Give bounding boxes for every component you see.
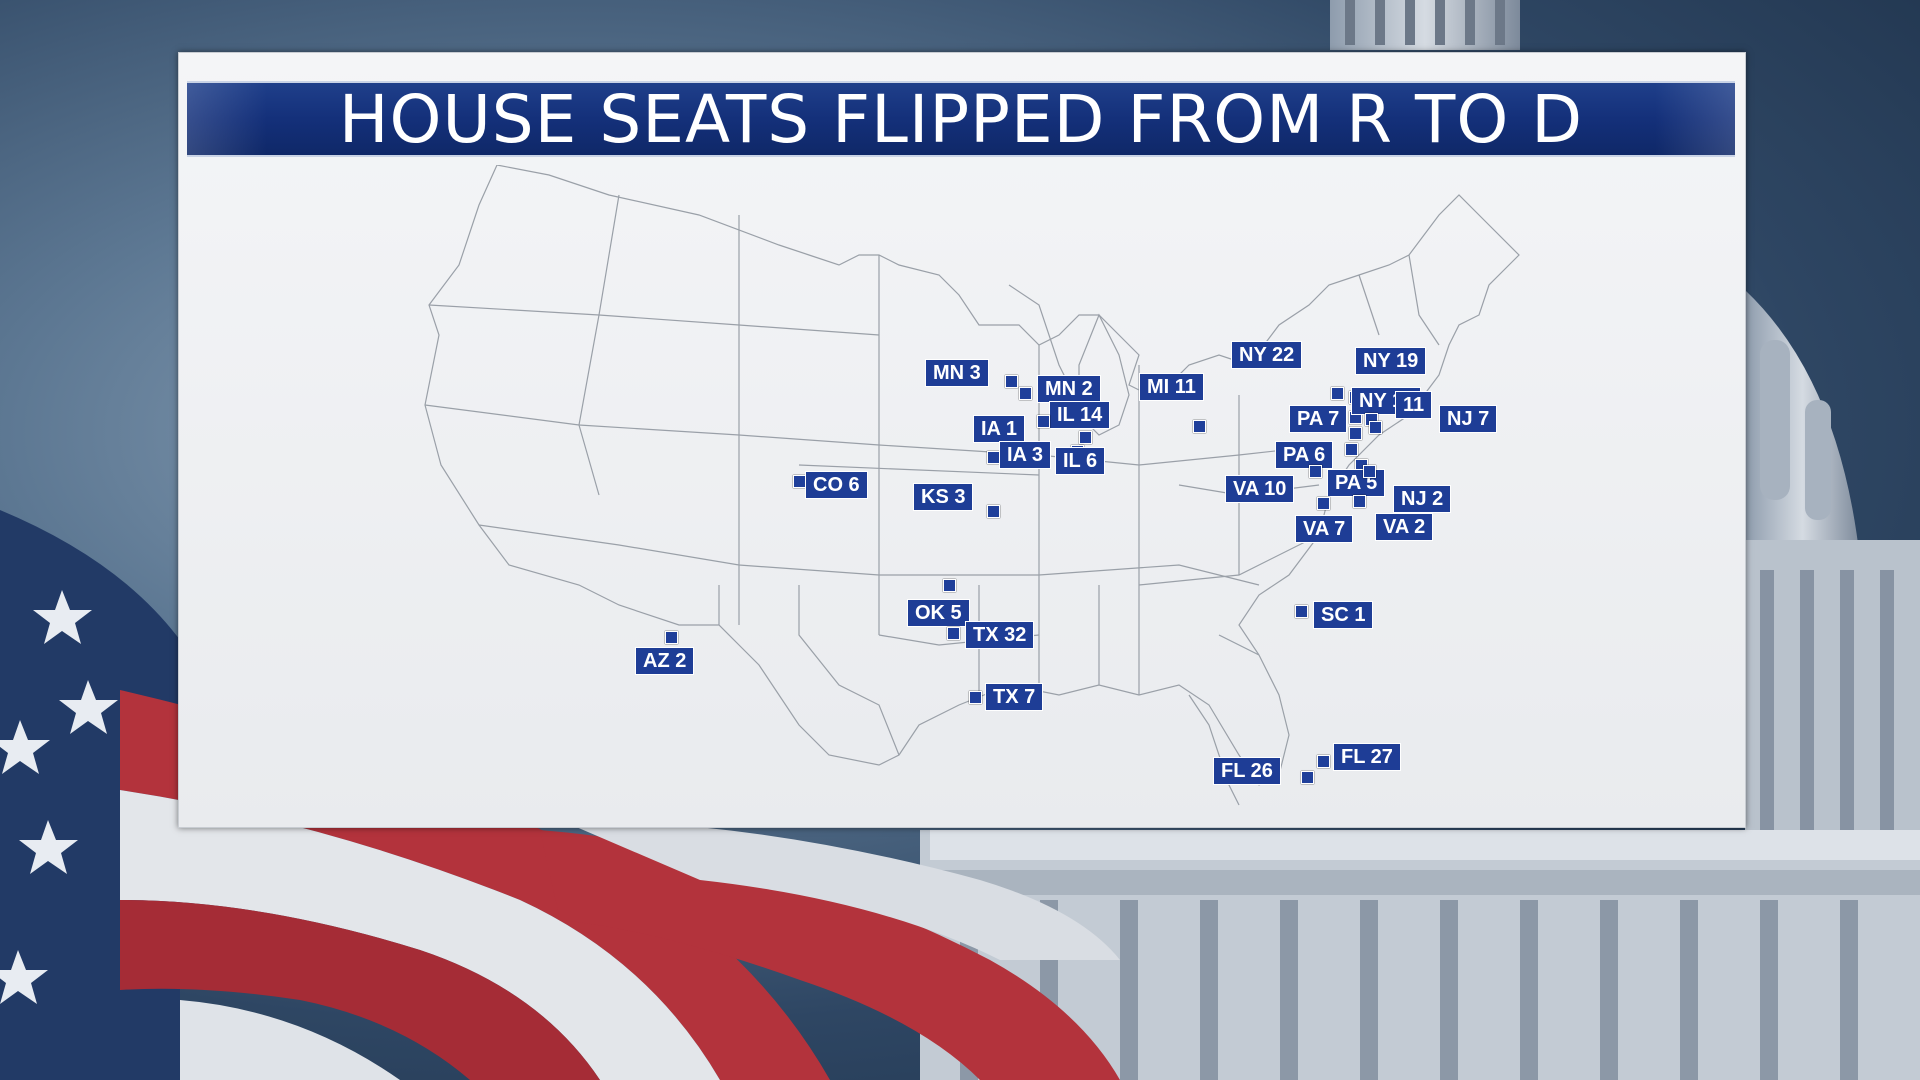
district-label-pa6: PA 6 [1275, 441, 1334, 469]
district-label-co6: CO 6 [805, 471, 868, 499]
district-marker-sc1[interactable] [1295, 605, 1308, 618]
district-marker-ny22[interactable] [1331, 387, 1344, 400]
district-label-tx7: TX 7 [985, 683, 1044, 711]
district-label-ia3: IA 3 [999, 441, 1051, 469]
district-label-va10: VA 10 [1225, 475, 1295, 503]
district-label-pa7: PA 7 [1289, 405, 1348, 433]
district-label-nj2: NJ 2 [1393, 485, 1452, 513]
district-marker-nj2[interactable] [1363, 465, 1376, 478]
district-label-ia1: IA 1 [973, 415, 1025, 443]
district-marker-fl26[interactable] [1301, 771, 1314, 784]
district-label-ok5: OK 5 [907, 599, 970, 627]
district-label-il6: IL 6 [1055, 447, 1106, 475]
district-label-mn2: MN 2 [1037, 375, 1101, 403]
district-label-tx32: TX 32 [965, 621, 1035, 649]
district-marker-il14[interactable] [1079, 431, 1092, 444]
district-label-ny22: NY 22 [1231, 341, 1303, 369]
district-marker-va7[interactable] [1317, 497, 1330, 510]
district-label-fl26: FL 26 [1213, 757, 1281, 785]
district-label-fl27: FL 27 [1333, 743, 1401, 771]
district-marker-mn3[interactable] [1005, 375, 1018, 388]
district-marker-ok5[interactable] [943, 579, 956, 592]
district-label-nj7: NJ 7 [1439, 405, 1498, 433]
district-marker-mn2[interactable] [1019, 387, 1032, 400]
district-label-mi11: MI 11 [1139, 373, 1204, 401]
district-marker-tx7[interactable] [969, 691, 982, 704]
district-marker-az2[interactable] [665, 631, 678, 644]
district-marker-tx32[interactable] [947, 627, 960, 640]
district-label-sc1: SC 1 [1313, 601, 1374, 629]
district-marker-fl27[interactable] [1317, 755, 1330, 768]
district-label-ks3: KS 3 [913, 483, 974, 511]
district-marker-nj7[interactable] [1369, 421, 1382, 434]
us-map: MN 3 MN 2 MI 11 NY 22 NY 19 NY 11 11 NJ 7 PA 7 IL… [179, 165, 1745, 827]
district-label-az2: AZ 2 [635, 647, 695, 675]
district-label-il14: IL 14 [1049, 401, 1111, 429]
district-marker-ia1[interactable] [1037, 415, 1050, 428]
district-label-nj11: 11 [1395, 391, 1433, 419]
district-marker-ks3[interactable] [987, 505, 1000, 518]
district-label-ny19: NY 19 [1355, 347, 1427, 375]
district-marker-va2[interactable] [1353, 495, 1366, 508]
map-panel: HOUSE SEATS FLIPPED FROM R TO D [178, 52, 1746, 828]
district-marker-mi11[interactable] [1193, 420, 1206, 433]
district-label-pa5: PA 5 [1327, 469, 1386, 497]
district-marker-pa7[interactable] [1349, 427, 1362, 440]
title-bar: HOUSE SEATS FLIPPED FROM R TO D [187, 80, 1735, 158]
district-label-va7: VA 7 [1295, 515, 1354, 543]
district-marker-va10[interactable] [1309, 465, 1322, 478]
district-label-va2: VA 2 [1375, 513, 1434, 541]
page-title: HOUSE SEATS FLIPPED FROM R TO D [338, 80, 1584, 158]
district-marker-pa6[interactable] [1345, 443, 1358, 456]
district-label-mn3: MN 3 [925, 359, 989, 387]
